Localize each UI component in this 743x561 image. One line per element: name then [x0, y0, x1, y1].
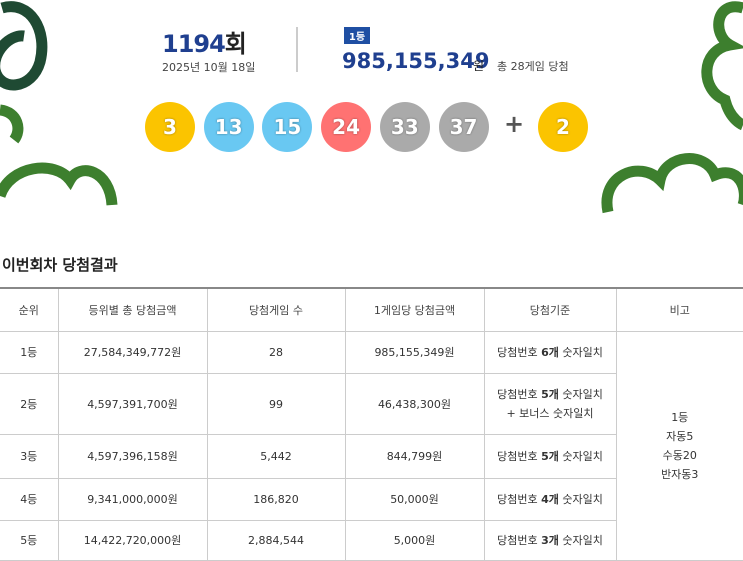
- criteria-text: 당첨번호: [497, 493, 541, 506]
- criteria-text: 당첨번호: [497, 388, 541, 401]
- ball: 24: [321, 102, 371, 152]
- cell: 50,000원: [345, 479, 484, 521]
- cell: 4,597,396,158원: [58, 435, 207, 479]
- cell: 5,442: [207, 435, 345, 479]
- cell: 5,000원: [345, 521, 484, 561]
- note-line: 수동20: [617, 446, 743, 465]
- criteria-text: 당첨번호: [497, 450, 541, 463]
- criteria-text: 숫자일치: [559, 450, 603, 463]
- section-title: 이번회차 당첨결과: [2, 254, 118, 275]
- swirl: [0, 168, 112, 205]
- criteria-cell: 당첨번호 5개 숫자일치: [484, 435, 616, 479]
- swirl: [607, 159, 743, 212]
- cell: 4등: [0, 479, 58, 521]
- cell: 28: [207, 332, 345, 374]
- criteria-text: 5개: [541, 450, 559, 463]
- header-cell: 당첨기준: [484, 288, 616, 332]
- criteria-cell: 당첨번호 3개 숫자일치: [484, 521, 616, 561]
- criteria-line: 당첨번호 3개 숫자일치: [485, 531, 616, 550]
- criteria-text: 숫자일치: [559, 493, 603, 506]
- criteria-text: 당첨번호: [497, 346, 541, 359]
- criteria-text: 숫자일치: [559, 346, 603, 359]
- date: 2025년 10월 18일: [162, 59, 255, 75]
- cell: 844,799원: [345, 435, 484, 479]
- prize-unit: 원: [473, 57, 484, 74]
- header-cell: 당첨게임 수: [207, 288, 345, 332]
- round: 1194회: [162, 24, 246, 59]
- criteria-line: + 보너스 숫자일치: [485, 404, 616, 423]
- ball: 2: [538, 102, 588, 152]
- cell: 27,584,349,772원: [58, 332, 207, 374]
- cell: 2,884,544: [207, 521, 345, 561]
- prize: 985,155,349: [342, 49, 489, 73]
- criteria-text: 숫자일치: [559, 388, 603, 401]
- criteria-text: 숫자일치: [559, 534, 603, 547]
- criteria-text: 5개: [541, 388, 559, 401]
- cell: 1등: [0, 332, 58, 374]
- criteria-text: + 보너스 숫자일치: [506, 407, 593, 420]
- criteria-text: 당첨번호: [497, 534, 541, 547]
- swirl: [0, 110, 18, 140]
- ball: 13: [204, 102, 254, 152]
- winners: 총 28게임 당첨: [497, 58, 569, 74]
- criteria-line: 당첨번호 5개 숫자일치: [485, 385, 616, 404]
- note-line: 반자동3: [617, 465, 743, 484]
- swirl: [707, 7, 743, 125]
- criteria-text: 3개: [541, 534, 559, 547]
- criteria-text: 4개: [541, 493, 559, 506]
- cell: 99: [207, 374, 345, 435]
- cell: 186,820: [207, 479, 345, 521]
- criteria-line: 당첨번호 6개 숫자일치: [485, 343, 616, 362]
- cell: 46,438,300원: [345, 374, 484, 435]
- header-cell: 순위: [0, 288, 58, 332]
- cell: 14,422,720,000원: [58, 521, 207, 561]
- criteria-cell: 당첨번호 6개 숫자일치: [484, 332, 616, 374]
- header-cell: 등위별 총 당첨금액: [58, 288, 207, 332]
- criteria-cell: 당첨번호 5개 숫자일치 + 보너스 숫자일치: [484, 374, 616, 435]
- badge: 1등: [344, 28, 370, 43]
- note-line: 자동5: [617, 427, 743, 446]
- criteria-line: 당첨번호 5개 숫자일치: [485, 447, 616, 466]
- cell: 985,155,349원: [345, 332, 484, 374]
- swirl: [0, 7, 42, 85]
- criteria-line: 당첨번호 4개 숫자일치: [485, 490, 616, 509]
- criteria-text: 6개: [541, 346, 559, 359]
- plus: +: [504, 110, 524, 138]
- ball: 37: [439, 102, 489, 152]
- header-cell: 1게임당 당첨금액: [345, 288, 484, 332]
- cell: 5등: [0, 521, 58, 561]
- round-number: 1194: [162, 30, 225, 58]
- ball: 3: [145, 102, 195, 152]
- cell: 2등: [0, 374, 58, 435]
- round-suffix: 회: [225, 30, 246, 58]
- cell: 9,341,000,000원: [58, 479, 207, 521]
- ball: 33: [380, 102, 430, 152]
- header-cell: 비고: [616, 288, 743, 332]
- cell: 4,597,391,700원: [58, 374, 207, 435]
- note-line: 1등: [617, 408, 743, 427]
- criteria-cell: 당첨번호 4개 숫자일치: [484, 479, 616, 521]
- cell: 3등: [0, 435, 58, 479]
- decoration: [0, 0, 743, 220]
